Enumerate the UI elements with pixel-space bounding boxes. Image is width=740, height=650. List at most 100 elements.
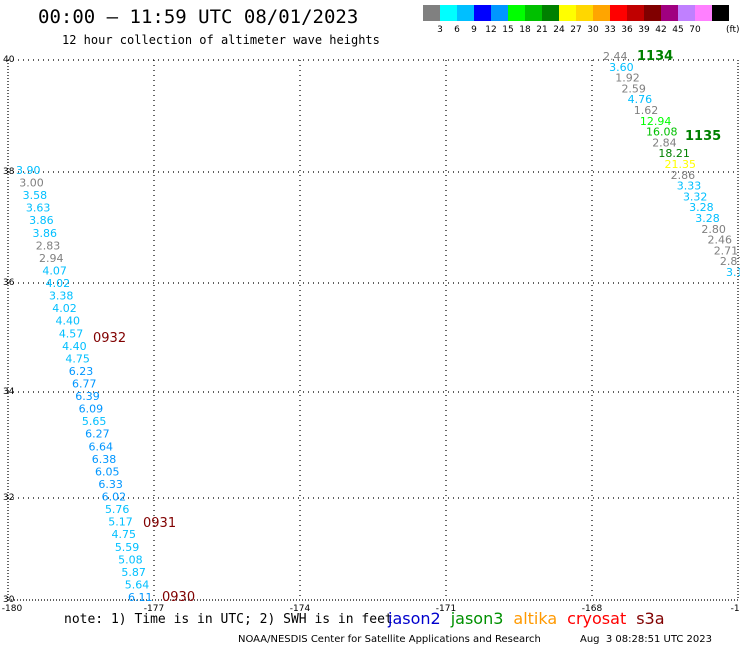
legend-tick-label: 3 — [437, 25, 443, 35]
legend-swatch — [440, 5, 457, 21]
mission-jason2: jason2 — [388, 609, 441, 628]
swh-value: 3.63 — [26, 202, 51, 215]
y-axis-tick-label: 40 — [3, 55, 15, 65]
swh-value: 6.09 — [79, 403, 104, 416]
swh-value: 1.92 — [615, 72, 640, 85]
swh-value: 6.11 — [128, 591, 153, 604]
swh-value: 6.39 — [75, 390, 100, 403]
swh-value: 6.64 — [88, 440, 113, 453]
pass-time-label: 0931 — [143, 516, 176, 531]
legend-swatch — [695, 5, 712, 21]
legend-swatch — [712, 5, 729, 21]
swh-value: 3.33 — [677, 180, 702, 193]
legend-tick-label: 24 — [553, 25, 565, 35]
footer-credit: NOAA/NESDIS Center for Satellite Applica… — [238, 634, 541, 645]
mission-s3a: s3a — [636, 609, 665, 628]
pass-time-label: 0932 — [93, 331, 126, 346]
swh-value: 4.76 — [628, 93, 653, 106]
legend-tick-label: 36 — [621, 25, 633, 35]
legend-swatch — [610, 5, 627, 21]
swh-value: 3.86 — [32, 227, 57, 240]
swh-value: 18.21 — [658, 147, 690, 160]
y-axis-tick-label: 36 — [3, 278, 15, 288]
swh-value: 5.08 — [118, 553, 143, 566]
page-subtitle: 12 hour collection of altimeter wave hei… — [62, 33, 380, 47]
swh-value: 3.1 — [726, 266, 740, 279]
swh-value: 2.46 — [708, 234, 733, 247]
legend-swatch — [678, 5, 695, 21]
x-axis-tick-label: -180 — [2, 604, 23, 614]
legend-tick-label: 42 — [655, 25, 667, 35]
page-title: 00:00 – 11:59 UTC 08/01/2023 — [38, 6, 359, 28]
swh-value: 5.59 — [115, 541, 140, 554]
mission-cryosat: cryosat — [567, 609, 627, 628]
swh-value: 3.38 — [49, 290, 74, 303]
swh-value: 16.08 — [646, 126, 678, 139]
swh-value: 3.00 — [19, 177, 44, 190]
x-axis-tick-label: -16 — [731, 604, 740, 614]
swh-value: 2.71 — [714, 244, 739, 257]
footnote: note: 1) Time is in UTC; 2) SWH is in fe… — [64, 612, 393, 627]
footer-timestamp: Aug 3 08:28:51 UTC 2023 — [580, 634, 712, 645]
axis-labels: -180 -177 -174 -171 -168 -16 40 38 36 34 32 30 — [2, 55, 740, 614]
legend-swatch — [644, 5, 661, 21]
map-grid — [7, 59, 739, 601]
swh-value: 1.62 — [634, 104, 659, 117]
legend-swatch — [542, 5, 559, 21]
legend-swatch — [559, 5, 576, 21]
legend-tick-label: 21 — [536, 25, 548, 35]
swh-value: 6.23 — [69, 365, 94, 378]
y-axis-tick-label: 34 — [3, 387, 15, 397]
swh-value: 2.94 — [39, 252, 64, 265]
swh-value: 3.32 — [683, 190, 708, 203]
swh-value: 12.94 — [640, 115, 672, 128]
legend-swatch — [457, 5, 474, 21]
mission-legend: jason2 jason3 altika cryosat s3a — [388, 609, 675, 628]
swh-value: 4.40 — [62, 340, 87, 353]
legend-swatch — [661, 5, 678, 21]
legend-tick-label: 70 — [689, 25, 701, 35]
legend-swatch — [576, 5, 593, 21]
swh-value: 6.27 — [85, 428, 110, 441]
legend-swatch — [525, 5, 542, 21]
swh-value: 6.05 — [95, 465, 120, 478]
altimeter-tracks: 3.903.003.583.633.863.862.832.944.074.02… — [16, 49, 740, 605]
legend-tick-label: 15 — [502, 25, 514, 35]
swh-value: 4.07 — [42, 264, 66, 277]
mission-altika: altika — [513, 609, 558, 628]
swh-value: 2.83 — [36, 239, 61, 252]
legend-swatch — [491, 5, 508, 21]
legend-unit: (ft) — [726, 25, 740, 35]
pass-time-label: 1135 — [685, 129, 721, 144]
x-axis-tick-label: -168 — [582, 604, 603, 614]
legend-tick-label: 33 — [604, 25, 616, 35]
swh-value: 2.86 — [671, 169, 696, 182]
legend-tick-label: 30 — [587, 25, 599, 35]
y-axis-tick-label: 32 — [3, 493, 14, 503]
swh-value: 21.35 — [665, 158, 697, 171]
swh-value: 4.40 — [56, 315, 81, 328]
x-axis-tick-label: -171 — [436, 604, 456, 614]
swh-value: 5.65 — [82, 415, 107, 428]
swh-value: 5.64 — [125, 578, 149, 591]
swh-value: 3.60 — [609, 61, 634, 74]
swh-value: 3.28 — [695, 212, 720, 225]
swh-value: 2.80 — [701, 223, 726, 236]
swh-value: 2.59 — [621, 82, 646, 95]
legend-tick-label: 45 — [672, 25, 684, 35]
swh-value: 4.02 — [46, 277, 71, 290]
color-legend: 3 6 9 12 15 18 21 24 27 30 33 36 39 42 45 70 (ft) — [420, 4, 740, 36]
mission-jason3: jason3 — [450, 609, 504, 628]
legend-swatch — [627, 5, 644, 21]
legend-tick-label: 18 — [519, 25, 531, 35]
swh-value: 3.90 — [16, 164, 41, 177]
swh-value: 2.84 — [652, 136, 677, 149]
legend-tick-label: 6 — [454, 25, 460, 35]
x-axis-tick-label: -177 — [144, 604, 164, 614]
swh-value: 4.02 — [52, 302, 76, 315]
swh-value: 6.77 — [72, 378, 97, 391]
swh-value: 3.58 — [23, 189, 47, 202]
swh-value: 5.76 — [105, 503, 130, 516]
swh-value: 6.33 — [98, 478, 123, 491]
